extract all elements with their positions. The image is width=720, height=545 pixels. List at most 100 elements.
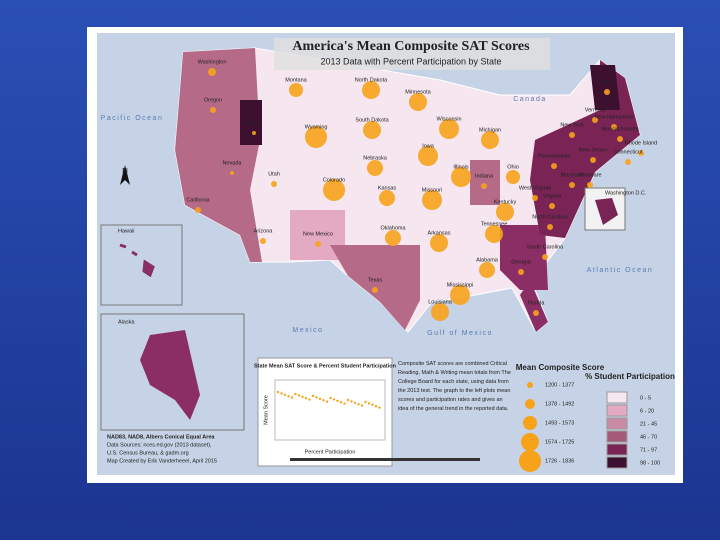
- scatter-title: State Mean SAT Score & Percent Student P…: [254, 363, 397, 369]
- idaho: [240, 100, 262, 145]
- state-label: Kansas: [378, 185, 397, 191]
- score-circle: [210, 107, 216, 113]
- inset-label: Washington D.C.: [605, 190, 647, 196]
- state-label: Idaho: [247, 120, 261, 126]
- hawaii-shape: [119, 243, 155, 278]
- credit-line: NAD83, NAD8, Albers Conical Equal Area: [107, 434, 215, 440]
- maine: [590, 65, 620, 110]
- map-subtitle: 2013 Data with Percent Participation by …: [320, 56, 501, 66]
- score-circle: [430, 234, 448, 252]
- participation-label: 98 - 100: [640, 460, 660, 466]
- participation-swatch: [606, 443, 628, 456]
- scatter-dot: [304, 397, 308, 400]
- state-label: Indiana: [475, 173, 494, 179]
- state-label: Texas: [368, 277, 383, 283]
- state-label: Alabama: [476, 257, 499, 263]
- state-label: Washington: [198, 59, 227, 65]
- georgia-region: [500, 225, 548, 290]
- state-label: Ohio: [507, 164, 519, 170]
- state-label: Vermont: [585, 107, 606, 113]
- participation-label: 71 - 97: [640, 447, 657, 453]
- state-label: Utah: [268, 171, 280, 177]
- state-label: Montana: [285, 77, 307, 83]
- participation-swatch: [606, 404, 628, 417]
- scatter-x-label: Percent Participation: [305, 449, 356, 455]
- score-circle: [252, 131, 256, 135]
- scatter-dot: [350, 400, 353, 403]
- score-circle: [481, 183, 487, 189]
- scatter-dot: [346, 398, 350, 402]
- score-circle: [551, 163, 557, 169]
- water-label: Gulf of Mexico: [427, 330, 493, 337]
- scatter-dot: [339, 401, 343, 404]
- state-label: Arizona: [254, 228, 274, 234]
- state-label: Pennsylvania: [538, 153, 572, 159]
- scatter-dot: [283, 393, 287, 396]
- state-label: Oklahoma: [380, 225, 406, 231]
- state-label: Illinois: [453, 164, 469, 170]
- scatter-y-label: Mean Score: [263, 395, 269, 425]
- scatter-dot: [364, 400, 367, 404]
- score-circle: [533, 310, 539, 316]
- water-label: Pacific Ocean: [101, 115, 164, 122]
- inset-label: Hawaii: [118, 228, 135, 234]
- score-circle: [638, 150, 644, 156]
- scatter-dot: [276, 390, 280, 394]
- scatter-dot: [297, 394, 301, 397]
- scatter-dot: [353, 401, 357, 404]
- score-circle: [422, 190, 442, 210]
- north-arrow: [120, 165, 130, 185]
- score-circle: [315, 241, 321, 247]
- state-label: Kentucky: [494, 199, 517, 205]
- florida: [520, 280, 548, 332]
- score-circle: [506, 170, 520, 184]
- score-circle: [362, 81, 380, 99]
- state-label: West Virginia: [519, 185, 552, 191]
- credit-line: Data Sources: nces.ed.gov (2013 dataset)…: [107, 442, 212, 448]
- state-label: Rhode Island: [625, 140, 657, 146]
- scatter-dot: [357, 403, 360, 406]
- score-circle: [451, 167, 471, 187]
- score-circle: [195, 207, 201, 213]
- state-label: South Dakota: [355, 117, 389, 123]
- state-label: Delaware: [578, 172, 601, 178]
- score-circle: [418, 146, 438, 166]
- scatter-dot: [322, 399, 325, 402]
- score-legend-title: Mean Composite Score: [516, 363, 605, 372]
- state-label: New Hampshire: [594, 114, 633, 120]
- state-label: Colorado: [323, 177, 345, 183]
- state-label: Nebraska: [363, 155, 387, 161]
- participation-legend-title: % Student Participation: [585, 372, 675, 381]
- state-label: Maine: [600, 79, 615, 85]
- score-legend-circle: [519, 450, 541, 472]
- score-circle: [547, 224, 553, 230]
- scatter-dot: [367, 402, 371, 405]
- score-circle: [208, 68, 216, 76]
- description-box: Composite SAT scores are combined Critic…: [398, 361, 511, 412]
- score-circle: [518, 269, 524, 275]
- score-legend-circle: [523, 416, 537, 430]
- participation-swatch: [606, 391, 628, 404]
- scatter-dot: [329, 396, 332, 400]
- participation-label: 21 - 45: [640, 421, 657, 427]
- participation-label: 0 - 5: [640, 395, 651, 401]
- state-label: Arkansas: [428, 230, 451, 236]
- score-circle: [367, 160, 383, 176]
- state-label: Wyoming: [305, 124, 328, 130]
- scale-bar: [290, 458, 480, 461]
- scatter-dot: [301, 395, 304, 398]
- credit-line: Map Created by Erik Vanderheeel, April 2…: [107, 458, 217, 464]
- score-circle: [532, 195, 538, 201]
- scatter-dot: [280, 392, 283, 395]
- score-circle: [569, 182, 575, 188]
- score-circle: [363, 121, 381, 139]
- scatter-dot: [360, 404, 364, 407]
- score-circle: [549, 203, 555, 209]
- score-legend-circle: [525, 399, 535, 409]
- credit-line: U.S. Census Bureau, & gadm.org: [107, 450, 189, 456]
- score-circle: [289, 83, 303, 97]
- state-label: South Carolina: [527, 244, 564, 250]
- state-label: Maryland: [561, 172, 584, 178]
